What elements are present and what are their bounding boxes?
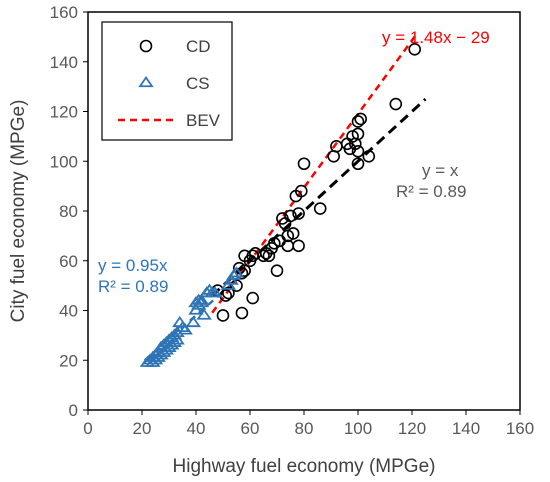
cd-point: [389, 97, 403, 111]
bev-equation-label: y = 1.48x − 29: [382, 28, 490, 47]
legend-cd-marker: [139, 39, 153, 53]
unity-r2-label: R² = 0.89: [396, 182, 466, 201]
cd-point: [297, 157, 311, 171]
cs-point: [185, 315, 202, 328]
cd-point: [276, 212, 289, 225]
legend-bev-label: BEV: [186, 111, 221, 130]
cd-point: [327, 149, 341, 163]
x-axis-title: Highway fuel economy (MPGe): [173, 456, 436, 477]
x-tick-label: 0: [83, 419, 92, 438]
cs-point: [196, 308, 212, 320]
x-tick-label: 100: [344, 419, 372, 438]
legend-cs-label: CS: [186, 74, 210, 93]
legend-cd-label: CD: [186, 37, 211, 56]
cs-r2-label: R² = 0.89: [98, 277, 168, 296]
trend-line-0: [211, 35, 416, 314]
annotations: y = 1.48x − 29 y = x R² = 0.89 y = 0.95x R² …: [98, 28, 490, 296]
unity-equation-label: y = x: [422, 161, 459, 180]
cd-point: [262, 249, 276, 263]
x-tick-label: 20: [133, 419, 152, 438]
cd-point: [216, 309, 230, 322]
cd-point: [292, 239, 305, 253]
axes: 0 20 40 60 80 100 120 140 160 0 20 40 60 80 100 120 140 1…: [8, 3, 534, 477]
cd-point: [351, 115, 365, 128]
y-tick-label: 160: [50, 3, 78, 22]
cd-point: [230, 279, 243, 292]
x-tick-label: 40: [187, 419, 206, 438]
legend: CD CS BEV: [101, 21, 233, 141]
cd-point: [292, 207, 305, 220]
cs-point: [193, 296, 210, 308]
y-tick-label: 120: [50, 103, 78, 122]
cs-point: [177, 323, 193, 335]
cd-point: [246, 291, 259, 305]
cd-point: [219, 289, 232, 302]
y-tick-label: 0: [69, 401, 78, 420]
cs-point: [169, 333, 185, 345]
x-tick-label: 60: [241, 419, 260, 438]
legend-cs-marker: [138, 76, 154, 88]
y-tick-label: 140: [50, 53, 78, 72]
y-tick-label: 100: [50, 152, 78, 171]
y-tick-label: 40: [59, 302, 78, 321]
cs-point: [228, 266, 245, 278]
cd-point: [408, 43, 422, 56]
y-tick-label: 80: [59, 202, 78, 221]
cd-point: [351, 157, 365, 171]
cd-point: [238, 249, 251, 263]
y-tick-label: 60: [59, 252, 78, 271]
cd-point: [270, 264, 284, 278]
cd-point: [351, 145, 365, 158]
cd-point: [289, 189, 303, 203]
y-axis-title: City fuel economy (MPGe): [8, 100, 29, 323]
cs-point: [193, 293, 210, 305]
cd-point: [232, 261, 246, 275]
cd-point: [362, 149, 376, 163]
trend-line-1: [211, 97, 427, 297]
plot-area: [139, 35, 427, 367]
cs-equation-label: y = 0.95x: [98, 256, 168, 275]
x-tick-label: 140: [452, 419, 480, 438]
x-tick-label: 160: [506, 419, 534, 438]
y-tick-label: 20: [59, 351, 78, 370]
x-tick-label: 120: [398, 419, 426, 438]
cd-point: [235, 306, 249, 320]
cd-point: [313, 202, 327, 215]
cd-point: [354, 112, 368, 126]
cs-point: [207, 286, 223, 298]
x-tick-label: 80: [295, 419, 314, 438]
